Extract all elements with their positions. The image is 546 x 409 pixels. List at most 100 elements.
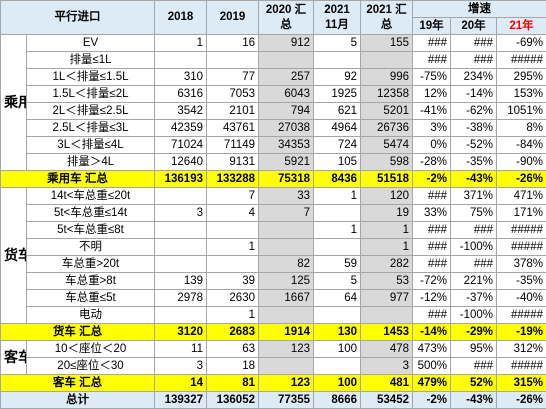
cell-v2020: 1914 [259, 324, 314, 341]
cell-g19: 12% [413, 86, 451, 103]
cell-g21: -84% [497, 137, 546, 154]
cell-v2020 [259, 52, 314, 69]
cell-g21: -35% [497, 273, 546, 290]
cell-g20: -52% [451, 137, 497, 154]
cell-v2111: 1925 [314, 86, 361, 103]
cell-g21: -26% [497, 392, 546, 409]
cell-g20: -14% [451, 86, 497, 103]
row-label: 2L＜排量≤2.5L [27, 103, 155, 120]
category-bus: 客车 [1, 341, 27, 375]
cell-g19: -12% [413, 290, 451, 307]
row-label: EV [27, 35, 155, 52]
cell-v2020 [259, 358, 314, 375]
cell-v2111: 59 [314, 256, 361, 273]
cell-v2018: 3542 [155, 103, 207, 120]
cell-v2019: 1 [207, 239, 259, 256]
cell-g21: -40% [497, 290, 546, 307]
cell-v2018: 3 [155, 358, 207, 375]
cell-v2018 [155, 256, 207, 273]
cell-g21: -19% [497, 324, 546, 341]
cell-v2018: 42359 [155, 120, 207, 137]
cell-g19: -2% [413, 392, 451, 409]
cell-v2019: 43761 [207, 120, 259, 137]
cell-v2019: 133288 [207, 171, 259, 188]
cell-g19: ### [413, 222, 451, 239]
cell-v2021: 5201 [361, 103, 413, 120]
cell-v2111: 8436 [314, 171, 361, 188]
cell-v2111: 5 [314, 273, 361, 290]
cell-v2018: 1 [155, 35, 207, 52]
cell-v2018: 136193 [155, 171, 207, 188]
cell-v2021: 1 [361, 239, 413, 256]
header-row-1: 平行进口 2018 2019 2020 汇总 2021 11月 2021 汇总 … [1, 1, 546, 18]
cell-g19: 33% [413, 205, 451, 222]
cell-v2018 [155, 52, 207, 69]
cell-g19: 500% [413, 358, 451, 375]
cell-v2021: 1 [361, 222, 413, 239]
cell-g21: -26% [497, 171, 546, 188]
row-label: 1.5L＜排量≤2L [27, 86, 155, 103]
cell-v2021: 53 [361, 273, 413, 290]
category-passenger: 乘用车 [1, 35, 27, 171]
cell-g19: ### [413, 188, 451, 205]
row-label: 车总重≤5t [27, 290, 155, 307]
cell-g19: -72% [413, 273, 451, 290]
cell-v2021: 282 [361, 256, 413, 273]
cell-v2019: 77 [207, 69, 259, 86]
cell-g19: -41% [413, 103, 451, 120]
row-label: 不明 [27, 239, 155, 256]
cell-v2019: 2101 [207, 103, 259, 120]
cell-g20: ### [451, 256, 497, 273]
cell-v2019: 81 [207, 375, 259, 392]
cell-v2020: 123 [259, 341, 314, 358]
row-label: 排量＞4L [27, 154, 155, 171]
cell-v2021: 1453 [361, 324, 413, 341]
cell-v2021: 120 [361, 188, 413, 205]
cell-v2018 [155, 307, 207, 324]
row-label: 货车 汇总 [1, 324, 155, 341]
cell-g21: ##### [497, 307, 546, 324]
cell-g21: 171% [497, 205, 546, 222]
row-label: 车总重>20t [27, 256, 155, 273]
cell-g19: ### [413, 239, 451, 256]
cell-v2111: 100 [314, 341, 361, 358]
cell-v2019 [207, 222, 259, 239]
cell-v2020: 77355 [259, 392, 314, 409]
cell-g21: 312% [497, 341, 546, 358]
cell-v2020: 794 [259, 103, 314, 120]
cell-g20: -100% [451, 307, 497, 324]
cell-g21: ##### [497, 239, 546, 256]
cell-v2021: 996 [361, 69, 413, 86]
cell-v2020: 34353 [259, 137, 314, 154]
cell-g19: ### [413, 35, 451, 52]
header-2021-nov: 2021 11月 [314, 1, 361, 35]
cell-v2019: 18 [207, 358, 259, 375]
cell-v2020 [259, 222, 314, 239]
header-growth: 增速 [413, 1, 546, 18]
cell-v2018: 12640 [155, 154, 207, 171]
header-growth-20: 20年 [451, 18, 497, 35]
cell-v2019: 7053 [207, 86, 259, 103]
cell-v2019: 2630 [207, 290, 259, 307]
row-label: 乘用车 汇总 [1, 171, 155, 188]
cell-g20: -38% [451, 120, 497, 137]
cell-v2018: 139 [155, 273, 207, 290]
cell-v2018: 6316 [155, 86, 207, 103]
header-2019: 2019 [207, 1, 259, 35]
cell-v2018: 3120 [155, 324, 207, 341]
cell-v2020: 257 [259, 69, 314, 86]
cell-v2021: 977 [361, 290, 413, 307]
cell-g20: ### [451, 52, 497, 69]
cell-v2111: 92 [314, 69, 361, 86]
cell-v2019: 63 [207, 341, 259, 358]
cell-g19: 3% [413, 120, 451, 137]
cell-v2021: 481 [361, 375, 413, 392]
cell-v2111: 621 [314, 103, 361, 120]
cell-v2018: 11 [155, 341, 207, 358]
